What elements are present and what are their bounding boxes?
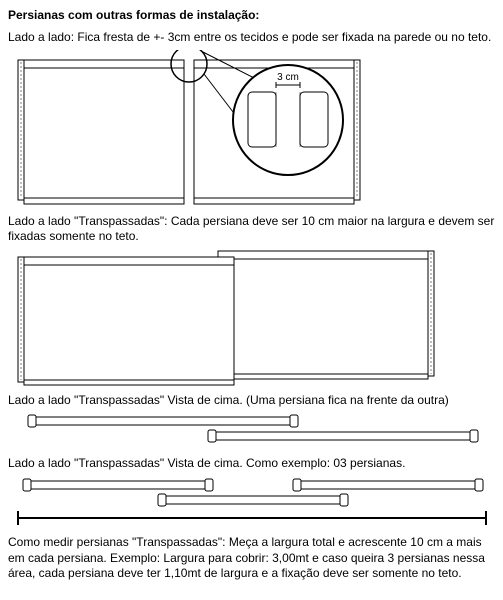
section3-desc: Lado a lado "Transpassadas" Vista de cim… bbox=[8, 393, 495, 409]
section1-desc: Lado a lado: Fica fresta de +- 3cm entre… bbox=[8, 30, 495, 46]
gap-label: 3 cm bbox=[277, 72, 299, 83]
section2-desc: Lado a lado "Transpassadas": Cada persia… bbox=[8, 214, 495, 245]
diagram-top-view-2 bbox=[8, 412, 495, 452]
diagram-transpassadas bbox=[8, 249, 495, 389]
diagram-side-by-side: 3 cm bbox=[8, 50, 495, 210]
section5-desc: Como medir persianas "Transpassadas": Me… bbox=[8, 535, 495, 582]
section4-desc: Lado a lado "Transpassadas" Vista de cim… bbox=[8, 456, 495, 472]
diagram-top-view-3 bbox=[8, 476, 495, 531]
main-title: Persianas com outras formas de instalaçã… bbox=[8, 8, 495, 22]
